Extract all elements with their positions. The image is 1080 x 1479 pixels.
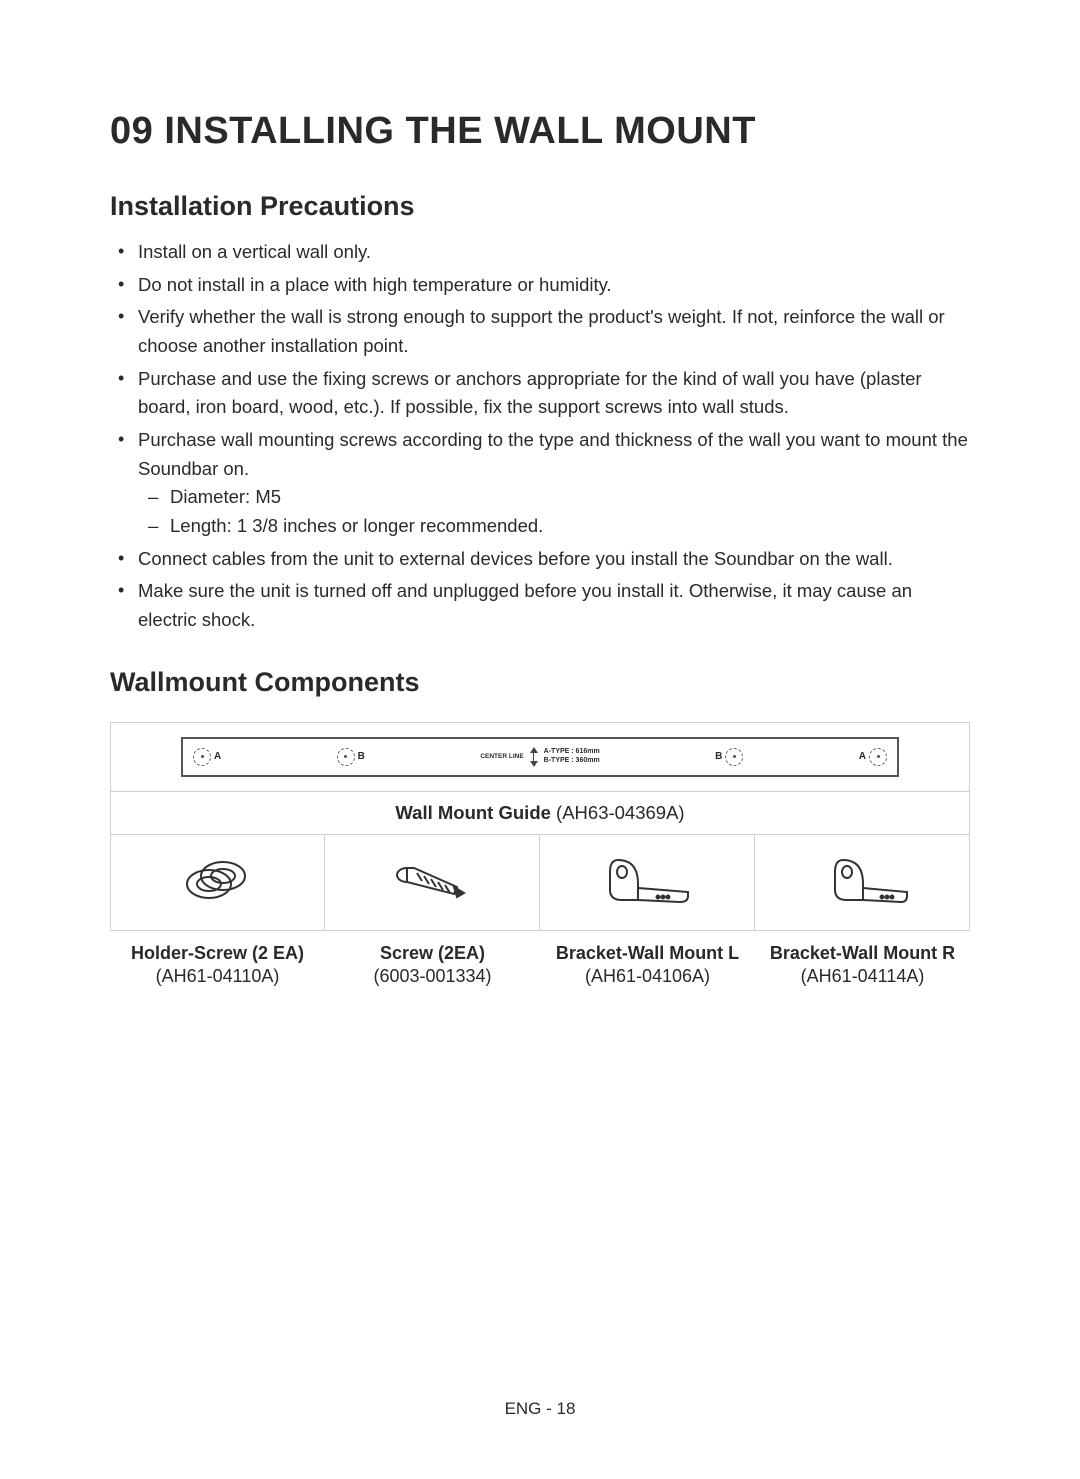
guide-types: A-TYPE : 616mm B-TYPE : 360mm (544, 748, 600, 765)
wall-mount-guide-diagram: A B CENTER LINE A-TYPE : 616mm B-TYPE : … (110, 722, 970, 792)
guide-strip: A B CENTER LINE A-TYPE : 616mm B-TYPE : … (181, 737, 899, 777)
page-footer: ENG - 18 (0, 1399, 1080, 1419)
component-name: Bracket-Wall Mount R (761, 943, 964, 964)
bracket-l-icon (600, 852, 695, 912)
precaution-item: Verify whether the wall is strong enough… (138, 303, 970, 360)
screw-image (325, 835, 540, 931)
component-name: Bracket-Wall Mount L (546, 943, 749, 964)
precaution-text: Purchase wall mounting screws according … (138, 429, 968, 479)
holder-screw-icon (183, 854, 253, 910)
component-label: Holder-Screw (2 EA) (AH61-04110A) (110, 931, 325, 989)
precaution-item: Purchase wall mounting screws according … (138, 426, 970, 541)
precaution-item: Purchase and use the fixing screws or an… (138, 365, 970, 422)
component-label: Bracket-Wall Mount R (AH61-04114A) (755, 931, 970, 989)
component-name: Screw (2EA) (331, 943, 534, 964)
center-line-label: CENTER LINE (480, 753, 523, 760)
precaution-item: Do not install in a place with high temp… (138, 271, 970, 300)
component-label: Screw (2EA) (6003-001334) (325, 931, 540, 989)
guide-caption: Wall Mount Guide (AH63-04369A) (110, 792, 970, 835)
page-title: 09 INSTALLING THE WALL MOUNT (110, 110, 970, 153)
components-grid: Holder-Screw (2 EA) (AH61-04110A) Screw … (110, 835, 970, 989)
screw-spec-item: Length: 1 3/8 inches or longer recommend… (170, 512, 970, 541)
holder-screw-image (110, 835, 325, 931)
type-b-label: B-TYPE : 360mm (544, 757, 600, 765)
center-arrow-icon (530, 747, 538, 767)
guide-hole-a-right: A (859, 748, 887, 766)
bracket-r-icon (815, 852, 910, 912)
guide-hole-a-left: A (193, 748, 221, 766)
hole-icon (869, 748, 887, 766)
screw-spec-item: Diameter: M5 (170, 483, 970, 512)
precaution-item: Make sure the unit is turned off and unp… (138, 577, 970, 634)
screw-spec-list: Diameter: M5 Length: 1 3/8 inches or lon… (138, 483, 970, 540)
precautions-list: Install on a vertical wall only. Do not … (110, 238, 970, 635)
bracket-r-image (755, 835, 970, 931)
guide-label: B (715, 751, 722, 762)
guide-caption-name: Wall Mount Guide (395, 802, 551, 823)
guide-label: A (859, 751, 866, 762)
guide-label: A (214, 751, 221, 762)
component-label: Bracket-Wall Mount L (AH61-04106A) (540, 931, 755, 989)
guide-center: CENTER LINE A-TYPE : 616mm B-TYPE : 360m… (480, 747, 599, 767)
guide-hole-b-left: B (337, 748, 365, 766)
type-a-label: A-TYPE : 616mm (544, 748, 600, 756)
component-name: Holder-Screw (2 EA) (116, 943, 319, 964)
section-components-heading: Wallmount Components (110, 667, 970, 698)
hole-icon (725, 748, 743, 766)
screw-icon (392, 857, 472, 907)
hole-icon (193, 748, 211, 766)
precaution-item: Connect cables from the unit to external… (138, 545, 970, 574)
precaution-item: Install on a vertical wall only. (138, 238, 970, 267)
component-part: (AH61-04114A) (761, 966, 964, 987)
hole-icon (337, 748, 355, 766)
guide-caption-part: (AH63-04369A) (551, 802, 685, 823)
guide-hole-b-right: B (715, 748, 743, 766)
section-precautions-heading: Installation Precautions (110, 191, 970, 222)
bracket-l-image (540, 835, 755, 931)
component-part: (AH61-04110A) (116, 966, 319, 987)
component-part: (6003-001334) (331, 966, 534, 987)
guide-label: B (358, 751, 365, 762)
component-part: (AH61-04106A) (546, 966, 749, 987)
